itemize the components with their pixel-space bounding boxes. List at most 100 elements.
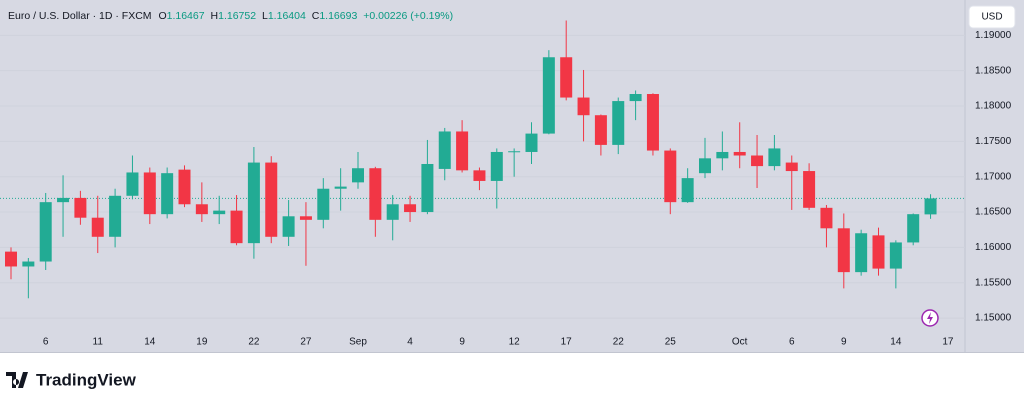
candle-body <box>126 172 139 196</box>
candle-body <box>456 131 469 171</box>
candle-body <box>178 169 191 205</box>
legend-change: +0.00226 (+0.19%) <box>363 10 453 22</box>
legend: Euro / U.S. Dollar · 1D · FXCM O1.16467 … <box>8 10 453 22</box>
x-tick-label: Oct <box>732 337 748 348</box>
y-tick-label: 1.15500 <box>975 277 1012 288</box>
events-icon-bolt <box>927 312 933 324</box>
candles <box>5 20 937 299</box>
legend-low: 1.16404 <box>268 10 306 22</box>
candle-body <box>664 150 677 203</box>
candle-body <box>803 171 816 208</box>
legend-l-label: L <box>262 10 268 22</box>
candle-body <box>57 197 70 203</box>
y-tick-label: 1.18500 <box>975 65 1012 76</box>
y-tick-label: 1.16000 <box>975 242 1012 253</box>
candle-body <box>612 101 625 145</box>
legend-open: 1.16467 <box>167 10 205 22</box>
candle-body <box>352 168 364 183</box>
currency-label[interactable]: USD <box>981 12 1002 23</box>
candle-body <box>699 158 711 174</box>
candle-body <box>681 178 694 203</box>
candle-body <box>716 151 729 159</box>
candle-body <box>490 151 503 181</box>
legend-high: 1.16752 <box>218 10 256 22</box>
candle-body <box>161 173 174 215</box>
candle-body <box>785 162 798 172</box>
candle-body <box>74 197 87 218</box>
legend-c-label: C <box>312 10 320 22</box>
y-tick-label: 1.19000 <box>975 30 1012 41</box>
y-tick-label: 1.17000 <box>975 171 1012 182</box>
legend-title: Euro / U.S. Dollar · 1D · FXCM <box>8 10 152 22</box>
candle-body <box>247 162 260 244</box>
candle-body <box>525 133 538 152</box>
candle-body <box>751 155 764 167</box>
candle-body <box>438 131 451 169</box>
x-tick-label: 12 <box>509 337 521 348</box>
candle-body <box>560 57 573 98</box>
logo: TradingView <box>6 370 137 389</box>
candle-body <box>5 251 17 267</box>
candle-body <box>386 204 399 220</box>
candle-body <box>820 207 833 229</box>
candle-body <box>508 151 521 153</box>
candle-body <box>907 214 920 243</box>
candle-body <box>542 57 555 134</box>
x-tick-label: 27 <box>300 337 312 348</box>
candle-body <box>594 115 607 145</box>
candle-body <box>889 242 902 269</box>
candle-body <box>334 186 347 189</box>
x-tick-label: Sep <box>349 337 367 348</box>
x-tick-label: 17 <box>942 337 954 348</box>
candle-body <box>404 204 417 213</box>
candle-body <box>629 94 642 102</box>
candle-body <box>317 188 330 220</box>
x-tick-label: 17 <box>561 337 573 348</box>
x-tick-label: 14 <box>144 337 156 348</box>
x-tick-label: 9 <box>841 337 847 348</box>
x-tick-label: 6 <box>789 337 795 348</box>
candle-body <box>299 216 312 220</box>
candle-body <box>768 148 781 167</box>
candle-body <box>733 151 746 156</box>
candle-body <box>265 162 278 237</box>
legend-o-label: O <box>158 10 166 22</box>
candle-body <box>230 210 243 244</box>
candle-body <box>855 233 868 273</box>
x-tick-label: 4 <box>407 337 413 348</box>
candle-body <box>872 235 885 269</box>
candle-body <box>143 172 156 215</box>
y-tick-label: 1.16500 <box>975 207 1012 218</box>
x-tick-label: 22 <box>248 337 260 348</box>
x-tick-label: 9 <box>459 337 465 348</box>
candle-body <box>924 198 937 215</box>
x-tick-label: 11 <box>93 337 104 348</box>
candle-body <box>39 202 52 262</box>
x-tick-label: 22 <box>613 337 625 348</box>
x-tick-label: 14 <box>890 337 902 348</box>
y-tick-label: 1.17500 <box>975 136 1012 147</box>
y-tick-label: 1.18000 <box>975 101 1012 112</box>
candle-body <box>195 204 208 215</box>
x-tick-label: 6 <box>43 337 49 348</box>
candle-body <box>369 168 382 220</box>
candle-body <box>577 97 590 116</box>
candle-body <box>473 170 486 181</box>
candle-body <box>22 261 35 267</box>
candle-body <box>109 195 122 237</box>
candle-body <box>282 216 295 237</box>
logo-text: TradingView <box>36 370 137 389</box>
candle-body <box>91 217 104 237</box>
legend-h-label: H <box>211 10 219 22</box>
legend-close: 1.16693 <box>319 10 357 22</box>
currency-button[interactable] <box>968 5 1016 29</box>
y-tick-label: 1.15000 <box>975 313 1012 324</box>
x-tick-label: 19 <box>196 337 208 348</box>
candle-body <box>837 228 850 273</box>
x-tick-label: 25 <box>665 337 677 348</box>
candle-body <box>213 210 226 215</box>
candle-body <box>421 163 434 213</box>
logo-mark <box>6 372 28 388</box>
candle-body <box>646 94 659 151</box>
